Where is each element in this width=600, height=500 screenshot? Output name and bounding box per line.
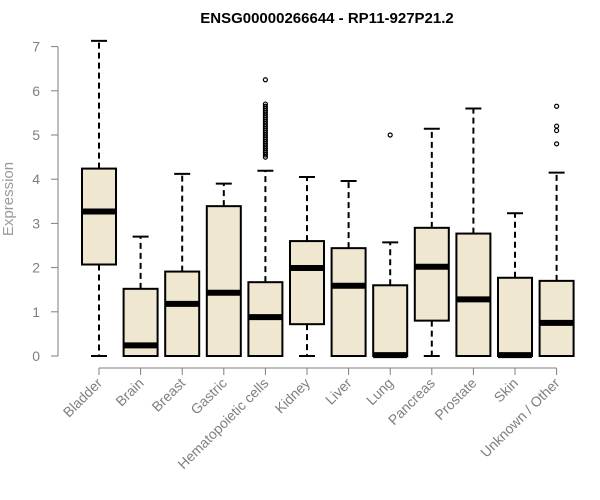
box-breast [164, 172, 201, 357]
outlier-point [387, 132, 393, 138]
y-tick-label: 4 [32, 171, 40, 187]
outlier-point [553, 141, 560, 147]
box-unknown-other [538, 103, 575, 357]
box-bladder [81, 39, 117, 357]
boxes-group [81, 39, 575, 359]
box-body [330, 247, 367, 357]
box-lung [372, 132, 409, 359]
x-tick-label: Unknown / Other [477, 375, 563, 461]
y-tick-label: 1 [32, 304, 40, 320]
box-body [455, 232, 492, 357]
box-body [413, 226, 450, 322]
box-brain [122, 235, 159, 358]
box-body [372, 284, 409, 357]
outlier-point [553, 127, 560, 134]
y-tick-label: 2 [32, 260, 40, 276]
outlier-point [553, 103, 560, 109]
outlier-point [553, 123, 560, 129]
y-tick-label: 3 [32, 215, 40, 231]
box-hematopoietic-cells [247, 77, 284, 358]
box-skin [497, 212, 533, 359]
chart-title: ENSG00000266644 - RP11-927P21.2 [200, 10, 454, 27]
outlier-point [262, 77, 268, 83]
box-body [81, 167, 117, 266]
box-gastric [205, 182, 242, 357]
y-tick-label: 5 [32, 127, 40, 143]
x-tick-label: Brain [112, 375, 146, 409]
outlier-point [262, 103, 268, 109]
x-tick-label: Breast [148, 375, 188, 415]
x-tick-label: Kidney [272, 375, 314, 417]
x-tick-label: Prostate [431, 375, 479, 423]
box-prostate [455, 107, 492, 357]
box-liver [330, 179, 367, 357]
box-body [497, 276, 533, 357]
y-axis-label: Expression [0, 162, 17, 236]
y-tick-label: 7 [32, 39, 40, 55]
x-tick-label: Bladder [60, 375, 106, 421]
x-tick-label: Liver [322, 375, 355, 408]
box-body [289, 240, 325, 326]
box-body [205, 205, 242, 357]
box-body [538, 279, 575, 357]
box-kidney [289, 175, 325, 357]
x-tick-label: Lung [363, 375, 396, 408]
outlier-point [262, 101, 268, 107]
y-tick-label: 0 [32, 348, 40, 364]
y-axis: 0 1 2 3 4 5 6 7 [32, 39, 59, 364]
box-body [164, 270, 201, 357]
x-tick-label: Skin [491, 375, 522, 406]
y-tick-label: 6 [32, 83, 40, 99]
box-pancreas [413, 127, 450, 357]
